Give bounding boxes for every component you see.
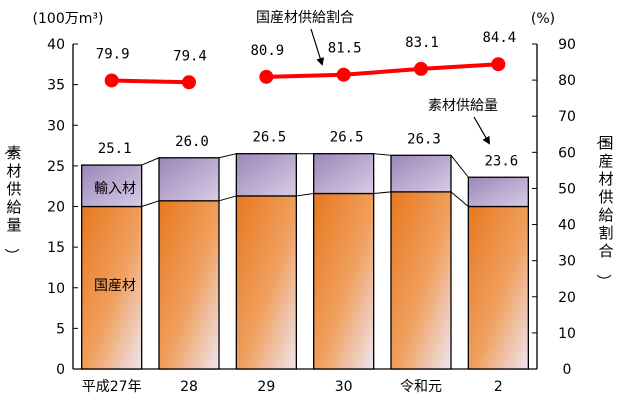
right-axis-title: （国産材供給割合）: [594, 130, 613, 289]
import-bar: [158, 157, 220, 202]
domestic-connector: [141, 200, 160, 207]
share-value-label: 79.4: [173, 48, 207, 64]
share-value-label: 84.4: [482, 30, 516, 46]
share-point: [491, 57, 506, 72]
total-value-label: 26.5: [330, 130, 364, 146]
share-series-label: 国産材供給割合: [256, 9, 354, 26]
import-series-label: 輸入材: [94, 181, 136, 197]
left-axis-title: （素材供給量）: [2, 140, 21, 263]
import-bar: [467, 176, 529, 208]
total-connector: [450, 155, 469, 178]
domestic-connector: [296, 193, 314, 197]
left-tick-label: 30: [47, 118, 65, 134]
left-unit-label: (100万m³): [33, 11, 104, 27]
category-label: 30: [335, 379, 353, 395]
domestic-series-label: 国産材: [94, 278, 136, 294]
left-tick-label: 10: [47, 281, 65, 297]
left-tick-label: 35: [47, 78, 65, 94]
total-value-label: 26.0: [175, 134, 209, 150]
domestic-bar: [313, 192, 375, 370]
share-value-label: 80.9: [250, 43, 284, 59]
domestic-bar: [235, 195, 297, 370]
category-labels: 平成27年 28 29 30 令和元 2: [82, 379, 503, 395]
share-point: [182, 75, 196, 90]
domestic-bar: [390, 191, 452, 370]
right-tick-label: 80: [558, 73, 576, 89]
import-bar: [390, 154, 452, 193]
domestic-connector: [218, 195, 237, 202]
domestic-bar: [81, 205, 143, 370]
total-connector: [373, 153, 392, 156]
right-tick-label: 70: [558, 109, 576, 125]
category-label: 28: [180, 379, 198, 395]
left-tick-labels: 0 5 10 15 20 25 30 35 40: [47, 37, 78, 378]
total-value-label: 23.6: [484, 153, 518, 169]
share-line-segment: [266, 62, 499, 79]
import-bar: [81, 164, 143, 208]
left-tick-label: 20: [47, 200, 65, 216]
left-tick-label: 15: [47, 240, 65, 256]
share-line: [104, 57, 506, 90]
share-point: [336, 67, 351, 82]
category-label: 令和元: [400, 379, 442, 395]
share-point: [104, 73, 119, 88]
total-connector: [141, 157, 160, 166]
right-tick-label: 50: [558, 181, 576, 197]
share-point: [259, 69, 274, 84]
category-label: 29: [257, 379, 275, 395]
right-tick-label: 20: [558, 290, 576, 306]
left-tick-label: 0: [56, 362, 65, 378]
total-labels: 25.1 26.0 26.5 26.5 26.3 23.6: [98, 130, 518, 170]
share-line-segment: [111, 78, 190, 85]
total-value-label: 26.5: [252, 130, 286, 146]
left-tick-label: 5: [56, 321, 65, 337]
share-series-arrow: [310, 28, 325, 66]
domestic-connector: [373, 191, 392, 194]
domestic-bar: [158, 200, 220, 370]
share-value-label: 81.5: [328, 41, 362, 57]
category-label: 平成27年: [82, 379, 142, 395]
totals-series-arrow: [473, 116, 490, 145]
totals-series-label: 素材供給量: [428, 98, 498, 114]
share-point: [414, 61, 428, 76]
left-tick-label: 25: [47, 159, 65, 175]
share-value-label: 83.1: [405, 35, 439, 51]
right-tick-labels: 0 10 20 30 40 50 60 70 80 90: [532, 37, 576, 378]
domestic-connector: [450, 191, 469, 207]
category-label: 2: [494, 379, 503, 395]
total-value-label: 26.3: [407, 131, 441, 147]
left-tick-label: 40: [47, 37, 65, 53]
right-tick-label: 10: [558, 326, 576, 342]
right-tick-label: 60: [558, 145, 576, 161]
share-value-labels: 79.9 79.4 80.9 81.5 83.1 84.4: [96, 30, 516, 64]
import-bar: [235, 153, 297, 197]
right-unit-label: (%): [531, 11, 555, 27]
share-value-label: 79.9: [96, 46, 130, 62]
right-tick-label: 40: [558, 218, 576, 234]
total-connector: [218, 153, 237, 159]
right-tick-label: 0: [563, 362, 572, 378]
domestic-bar: [467, 205, 529, 370]
bar-connectors: [141, 153, 469, 207]
import-bar: [313, 153, 375, 195]
bars: [81, 153, 529, 370]
right-tick-label: 90: [558, 37, 576, 53]
total-value-label: 25.1: [98, 141, 132, 157]
right-tick-label: 30: [558, 254, 576, 270]
